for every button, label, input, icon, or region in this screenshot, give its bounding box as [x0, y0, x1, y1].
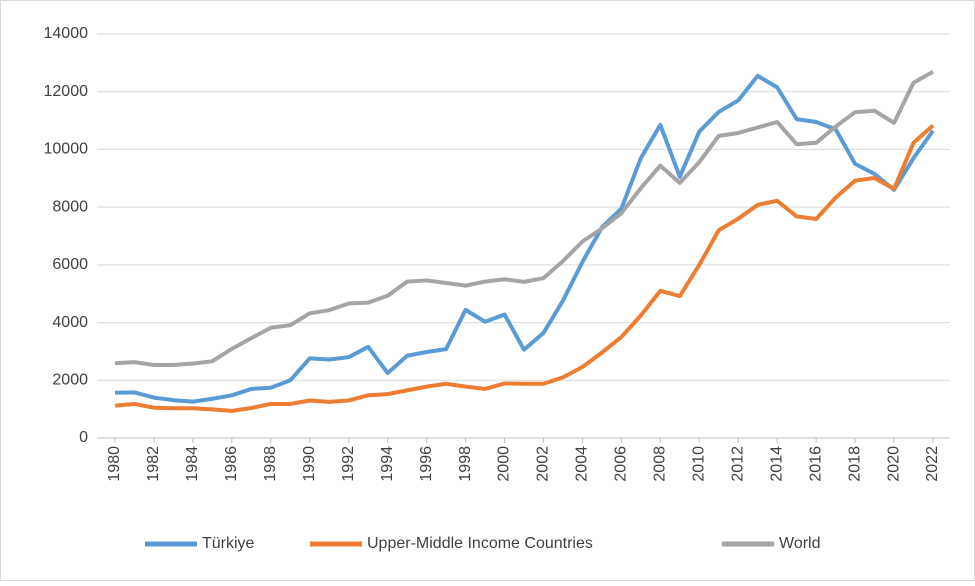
- x-tick-label: 1992: [340, 446, 357, 482]
- y-tick-label: 6000: [52, 256, 88, 273]
- y-tick-label: 10000: [44, 141, 89, 158]
- x-tick-label: 1986: [223, 446, 240, 482]
- y-tick-label: 8000: [52, 198, 88, 215]
- legend-label: Türkiye: [202, 535, 255, 552]
- x-tick-label: 1982: [145, 446, 162, 482]
- x-tick-label: 1988: [262, 446, 279, 482]
- x-tick-label: 2010: [691, 446, 708, 482]
- x-tick-label: 2008: [652, 446, 669, 482]
- legend-label: World: [779, 535, 821, 552]
- x-tick-label: 2004: [574, 446, 591, 482]
- x-tick-label: 2002: [535, 446, 552, 482]
- series-line: [114, 73, 935, 404]
- series-line: [114, 123, 935, 413]
- x-tick-label: 1998: [457, 446, 474, 482]
- x-tick-label: 2006: [613, 446, 630, 482]
- y-tick-label: 4000: [52, 314, 88, 331]
- y-tick-label: 0: [79, 429, 88, 446]
- x-tick-label: 2022: [924, 446, 941, 482]
- x-tick-label: 1994: [379, 446, 396, 482]
- y-tick-label: 14000: [44, 25, 89, 42]
- y-tick-label: 12000: [44, 83, 89, 100]
- series-line: [114, 70, 934, 367]
- x-tick-label: 1990: [301, 446, 318, 482]
- x-tick-label: 2016: [807, 446, 824, 482]
- x-tick-label: 1996: [418, 446, 435, 482]
- x-tick-label: 2014: [768, 446, 785, 482]
- x-tick-label: 2018: [846, 446, 863, 482]
- legend-label: Upper-Middle Income Countries: [367, 535, 593, 552]
- x-tick-label: 2012: [729, 446, 746, 482]
- y-tick-label: 2000: [52, 372, 88, 389]
- x-tick-label: 1980: [106, 446, 123, 482]
- x-tick-label: 1984: [184, 446, 201, 482]
- x-tick-label: 2020: [885, 446, 902, 482]
- x-tick-label: 2000: [496, 446, 513, 482]
